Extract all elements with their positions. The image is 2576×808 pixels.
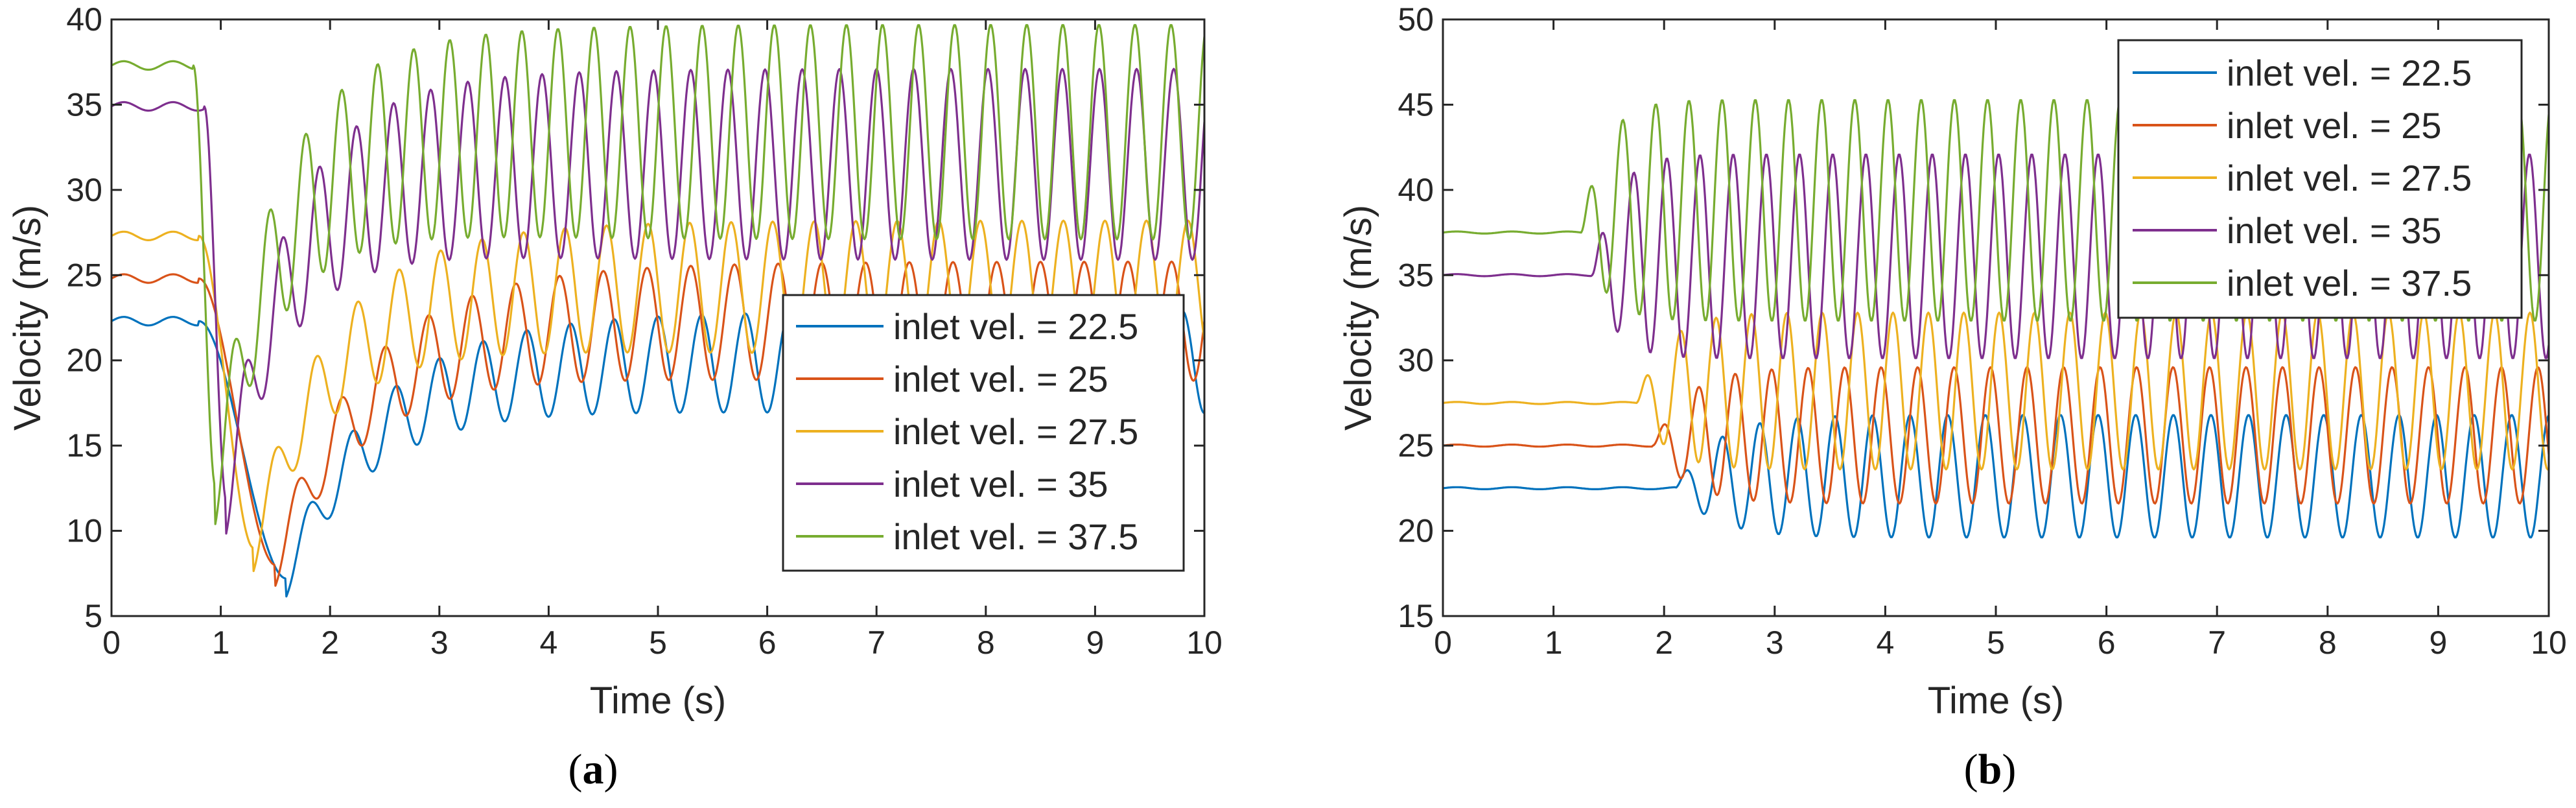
panel-a-label-letter: a [583,746,604,793]
panel-b-legend-entry-5: inlet vel. = 37.5 [2133,263,2472,303]
panel-a-legend-entry-2: inlet vel. = 25 [796,359,1108,399]
panel-a-x-tick-label: 10 [1186,624,1223,661]
panel-b-x-axis-title: Time (s) [1928,680,2064,722]
panel-a-legend-label: inlet vel. = 27.5 [893,411,1138,452]
panel-a-y-tick-label: 30 [66,172,102,208]
panel-a-legend-box [782,294,1185,572]
panel-a-x-tick-label: 2 [321,624,339,661]
panel-a-legend-label: inlet vel. = 22.5 [893,306,1138,347]
panel-a-series-line-5 [111,24,1204,525]
panel-a-series-line-3 [111,219,1204,573]
panel-a-y-tick-label: 5 [84,598,102,634]
panel-b-x-tick-label: 2 [1655,624,1673,661]
panel-a-legend-label: inlet vel. = 25 [893,359,1108,399]
panel-a-x-tick-label: 4 [539,624,557,661]
panel-b-x-tick-label: 3 [1766,624,1784,661]
panel-a-legend-entry-4: inlet vel. = 35 [796,464,1108,505]
panel-a-ticks: 0 1 2 3 4 5 6 7 8 9 10 5 10 15 20 25 30 35 40 [66,1,1222,661]
panel-a-y-tick-label: 15 [66,427,102,464]
panel-a-legend: inlet vel. = 22.5 inlet vel. = 25 inlet ve… [782,294,1185,572]
panel-a-legend-entries: inlet vel. = 22.5 inlet vel. = 25 inlet ve… [796,306,1138,557]
panel-b-x-tick-label: 6 [2098,624,2116,661]
panel-b-y-tick-label: 30 [1398,342,1434,379]
panel-b-label-open: ( [1964,746,1978,793]
panel-a-x-tick-label: 7 [867,624,885,661]
panel-b-y-axis-title: Velocity (m/s) [1337,205,1379,431]
panel-b-y-tick-label: 50 [1398,1,1434,38]
panel-b-legend-label: inlet vel. = 37.5 [2227,263,2472,303]
panel-b-y-tick-label: 40 [1398,172,1434,208]
panel-a-y-tick-label: 25 [66,257,102,293]
panel-b-series-line-3 [1443,311,2549,471]
panel-a-x-tick-label: 1 [212,624,230,661]
panel-b-legend-label: inlet vel. = 22.5 [2227,53,2472,93]
panel-b-y-tick-label: 25 [1398,427,1434,464]
panel-b-legend-entry-1: inlet vel. = 22.5 [2133,53,2472,93]
panel-b-y-tick-label: 35 [1398,257,1434,293]
panel-a-y-tick-label: 10 [66,513,102,549]
panel-b-x-tick-label: 0 [1434,624,1452,661]
panel-b-x-tick-label: 8 [2319,624,2337,661]
panel-a-x-tick-label: 9 [1086,624,1104,661]
panel-a-x-tick-label: 3 [430,624,449,661]
panel-a-series-line-4 [111,67,1204,535]
panel-b-legend-label: inlet vel. = 25 [2227,105,2442,146]
panel-a: 0 1 2 3 4 5 6 7 8 9 10 5 10 15 20 25 30 35 40 Time (s) Vel… [6,1,1223,793]
panel-a-x-tick-label: 0 [102,624,121,661]
panel-a-legend-label: inlet vel. = 35 [893,464,1108,505]
panel-a-x-axis-title: Time (s) [590,680,726,722]
panel-a-legend-entry-1: inlet vel. = 22.5 [796,306,1138,347]
panel-b-legend-label: inlet vel. = 35 [2227,210,2442,251]
panel-a-label: (a) [568,746,618,793]
panel-a-x-tick-label: 8 [977,624,995,661]
panel-a-y-tick-label: 20 [66,342,102,379]
panel-a-x-tick-label: 6 [758,624,777,661]
panel-a-legend-label: inlet vel. = 37.5 [893,516,1138,557]
panel-a-y-axis-title: Velocity (m/s) [6,205,49,431]
panel-b-y-tick-label: 45 [1398,86,1434,123]
panel-b-legend: inlet vel. = 22.5 inlet vel. = 25 inlet ve… [2117,39,2523,319]
panel-b-label: (b) [1964,746,2017,793]
panel-b-legend-label: inlet vel. = 27.5 [2227,158,2472,198]
panel-a-legend-entry-3: inlet vel. = 27.5 [796,411,1138,452]
panel-a-y-tick-label: 40 [66,1,102,38]
panel-a-legend-entry-5: inlet vel. = 37.5 [796,516,1138,557]
panel-b-x-tick-label: 9 [2429,624,2447,661]
panel-b-x-tick-label: 10 [2531,624,2567,661]
panel-a-label-open: ( [568,746,583,793]
panel-b-x-tick-label: 4 [1876,624,1894,661]
panel-b-legend-entry-2: inlet vel. = 25 [2133,105,2442,146]
panel-a-label-close: ) [604,746,618,793]
panel-b-y-tick-label: 20 [1398,513,1434,549]
panel-b-label-letter: b [1978,746,2002,793]
panel-b-legend-entry-3: inlet vel. = 27.5 [2133,158,2472,198]
panel-b-legend-entry-4: inlet vel. = 35 [2133,210,2442,251]
panel-b-x-tick-label: 1 [1545,624,1563,661]
panel-b-legend-entries: inlet vel. = 22.5 inlet vel. = 25 inlet ve… [2133,53,2472,303]
panel-a-y-tick-label: 35 [66,86,102,123]
panel-b-y-tick-label: 15 [1398,598,1434,634]
panel-b-x-tick-label: 5 [1987,624,2005,661]
panel-b-x-tick-label: 7 [2208,624,2226,661]
panel-a-x-tick-label: 5 [649,624,667,661]
panel-b-label-close: ) [2002,746,2016,793]
